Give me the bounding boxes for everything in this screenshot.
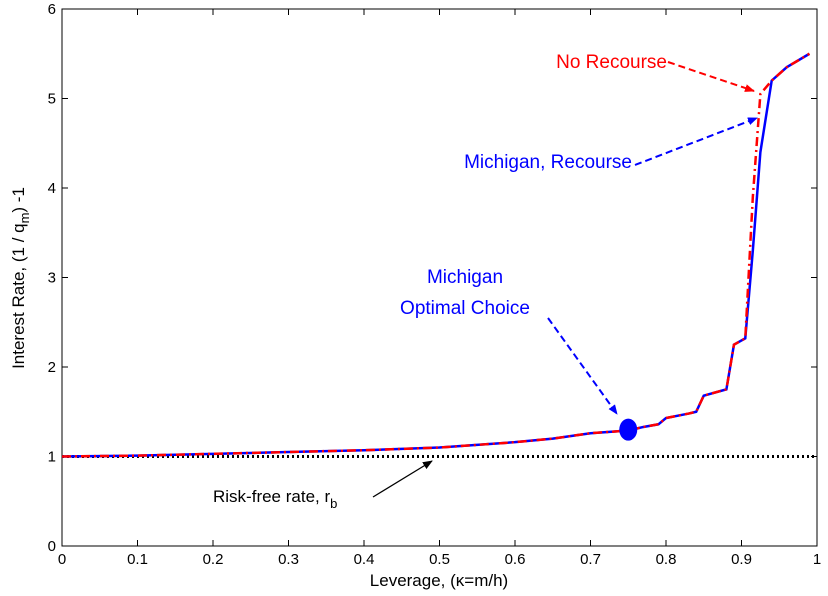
x-tick-label: 0.6 xyxy=(505,551,526,568)
x-tick-label: 0.4 xyxy=(354,551,375,568)
y-tick-label: 2 xyxy=(48,359,56,376)
y-axis-label-part: Interest Rate, (1 / q xyxy=(9,223,28,369)
hline-label: Risk-free rate, r xyxy=(213,487,330,506)
series-annotation: No Recourse xyxy=(556,52,667,73)
y-tick-label: 4 xyxy=(48,180,56,197)
axes: 0 0.1 0.2 0.3 0.4 0.5 0.6 0.7 0.8 0.9 1 0 1 2 3 4 5 6 xyxy=(48,1,822,568)
y-tick-label: 6 xyxy=(48,1,56,18)
arrow xyxy=(667,61,755,92)
x-tick-label: 0.2 xyxy=(203,551,224,568)
series-group xyxy=(61,52,817,458)
y-tick-label: 1 xyxy=(48,449,56,466)
y-tick-label: 3 xyxy=(48,270,56,287)
x-tick-label: 0.1 xyxy=(127,551,148,568)
y-axis-label: Interest Rate, (1 / qm) -1 xyxy=(9,187,32,369)
arrow xyxy=(547,317,618,415)
hline-annotation: Risk-free rate, rb xyxy=(213,487,337,511)
y-axis-label-sub: m xyxy=(17,213,32,224)
series-line xyxy=(61,52,811,458)
x-tick-label: 0.9 xyxy=(731,551,752,568)
point-annotation: Optimal Choice xyxy=(400,298,530,319)
x-tick-label: 0.3 xyxy=(278,551,299,568)
hline-label-sub: b xyxy=(330,496,337,511)
arrow xyxy=(372,460,433,498)
point-annotation: Michigan xyxy=(427,267,503,288)
y-axis-label-part: ) -1 xyxy=(9,187,28,213)
x-tick-label: 0 xyxy=(58,551,66,568)
y-tick-label: 5 xyxy=(48,91,56,108)
x-tick-label: 1 xyxy=(813,551,821,568)
x-axis-label: Leverage, (κ=m/h) xyxy=(370,571,508,590)
x-tick-label: 0.5 xyxy=(429,551,450,568)
optimal-point xyxy=(619,418,638,441)
series-annotation: Michigan, Recourse xyxy=(464,152,632,173)
x-tick-label: 0.8 xyxy=(656,551,677,568)
x-tick-label: 0.7 xyxy=(580,551,601,568)
y-tick-label: 0 xyxy=(48,538,56,555)
